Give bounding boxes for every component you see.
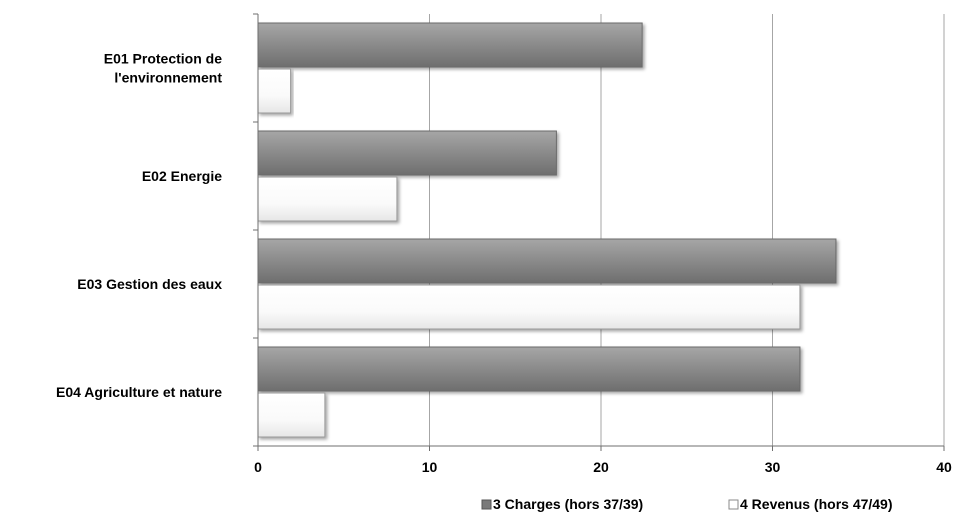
category-labels: E01 Protection de l'environnement E02 Ener… [56,51,222,401]
bar-revenus [257,176,398,222]
axes [253,13,945,451]
bar-charges [257,130,557,176]
legend: 3 Charges (hors 37/39) 4 Revenus (hors 47… [481,496,893,512]
x-tick-label: 0 [254,459,262,475]
bar-charges [257,346,801,392]
x-tick-label: 20 [593,459,609,475]
legend-swatch-revenus [728,499,739,510]
x-tick-label: 10 [422,459,438,475]
bar-charges [257,238,837,284]
category-label: E02 Energie [142,168,222,184]
x-tick-labels: 0 10 20 30 40 [254,459,952,475]
category-label: E04 Agriculture et nature [56,384,222,400]
legend-swatch-charges [481,499,492,510]
bars [257,22,837,438]
legend-label-revenus: 4 Revenus (hors 47/49) [740,496,893,512]
x-tick-label: 30 [765,459,781,475]
legend-label-charges: 3 Charges (hors 37/39) [493,496,643,512]
x-tick-label: 40 [936,459,952,475]
bar-revenus [257,392,326,438]
bar-charges [257,22,643,68]
bar-revenus [257,68,292,114]
category-label: E03 Gestion des eaux [77,276,222,292]
category-label: E01 Protection de l'environnement [104,51,223,86]
bar-revenus [257,284,801,330]
